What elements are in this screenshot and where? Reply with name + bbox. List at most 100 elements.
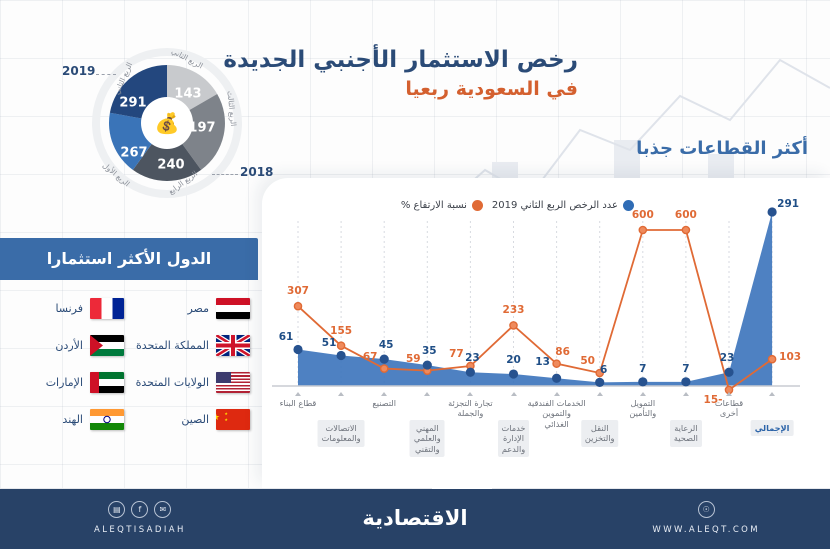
united-kingdom-flag [216,335,250,356]
footer-globe-wrap: ☉ [652,501,760,518]
x-axis-label: النقل والتخزين [580,420,619,447]
countries-row: المملكة المتحدة الأردن [6,335,252,356]
axis-tick [726,392,732,396]
country-united-states: الولايات المتحدة [134,372,250,393]
blue-value-label: 291 [777,198,800,210]
donut-value-1: 197 [188,120,216,136]
country-label: الصين [181,413,209,426]
countries-grid: مصر فرنسا [0,280,258,450]
countries-row: ★ ★ ★ الصين الهند [6,409,252,430]
country-united-kingdom: المملكة المتحدة [134,335,250,356]
legend-item-licenses: عدد الرخص الربع الثاني 2019 [492,200,634,211]
axis-tick [381,392,388,396]
legend-swatch-orange [471,200,483,211]
china-flag: ★ ★ ★ [216,409,250,430]
country-india: الهند [8,409,124,430]
money-stack-icon: 💰 [144,100,190,146]
twitter-icon[interactable]: ✉ [154,501,172,518]
x-axis-label: تجارة التجزئة والجملة [448,398,493,419]
donut-year-2019-leader [96,74,116,75]
country-label: الإمارات [45,376,83,389]
footer-divider [0,488,830,489]
orange-value-label: 600 [674,209,697,221]
donut-year-2019: 2019 [62,64,96,78]
blue-value-label: 45 [378,339,394,352]
chart-legend: عدد الرخص الربع الثاني 2019 نسبة الارتفا… [401,200,634,211]
orange-value-label: 67 [362,350,378,363]
orange-value-label: 233 [502,304,525,317]
footer-handle: ALEQTISADIAH [94,525,186,535]
country-label: الولايات المتحدة [135,376,209,389]
orange-value-label: 86 [555,345,570,358]
donut-value-2: 240 [157,157,185,173]
country-france: فرنسا [8,298,124,319]
blue-value-label: 6 [600,364,608,377]
legend-label: عدد الرخص الربع الثاني 2019 [491,200,618,211]
orange-value-label: 103 [779,351,802,364]
x-axis-label: الإجمالي [750,420,794,437]
blue-value-label: 35 [421,345,437,358]
country-china: ★ ★ ★ الصين [134,409,250,430]
uae-flag [90,372,124,393]
quarterly-donut-chart: 💰 143 197 240 267 291 الربع الثاني الربع… [92,46,242,198]
country-uae: الإمارات [8,372,124,393]
blue-value-label: 61 [278,330,294,343]
svg-text:★: ★ [224,411,228,416]
country-label: المملكة المتحدة [136,339,209,352]
country-egypt: مصر [134,298,250,319]
x-axis-label: قطاعات أخرى [714,398,744,419]
blue-value-label: 23 [719,352,735,365]
orange-value-label: 50 [580,355,595,367]
countries-row: مصر فرنسا [6,298,252,319]
india-flag [90,409,124,430]
donut-year-2018-leader [212,174,238,175]
x-axis-label: التمويل والتأمين [629,398,657,419]
countries-row: الولايات المتحدة الإمارات [6,372,252,393]
axis-tick [467,392,474,396]
orange-value-label: 15- [703,393,723,406]
orange-value-label: 307 [287,285,309,298]
blue-value-label: 23 [465,352,480,365]
footer-brand: الاقتصادية [362,506,468,530]
blue-value-label: 7 [639,362,647,375]
footer-social-block: ▤ f ✉ ALEQTISADIAH [94,501,186,535]
axis-tick [510,392,517,396]
footer-url[interactable]: WWW.ALEQT.COM [652,525,760,535]
orange-value-label: 600 [631,209,654,221]
blue-value-label: 7 [682,362,690,375]
svg-text:★: ★ [216,413,220,423]
axis-tick [553,392,560,396]
x-axis-label: قطاع البناء [279,398,317,408]
globe-icon[interactable]: ☉ [697,501,715,518]
svg-text:★: ★ [224,417,228,422]
orange-value-label: 155 [330,324,353,337]
country-label: فرنسا [55,302,83,315]
countries-heading: الدول الأكثر استثمارا [0,238,258,280]
x-axis-label: المهني والعلمي والتقني [409,420,445,457]
axis-tick [596,392,603,396]
instagram-icon[interactable]: ▤ [108,501,126,518]
donut-year-2018: 2018 [240,165,274,179]
x-axis-label: الاتصالات والمعلومات [317,420,365,447]
facebook-icon[interactable]: f [131,501,149,518]
country-jordan: الأردن [8,335,124,356]
axis-tick [424,392,431,396]
footer: ▤ f ✉ ALEQTISADIAH الاقتصادية ☉ WWW.ALEQ… [0,489,830,549]
footer-social-icons: ▤ f ✉ [94,501,186,518]
axis-tick [338,392,345,396]
axis-tick [769,392,776,396]
donut-value-4: 291 [119,95,147,111]
legend-item-growth: نسبة الارتفاع % [401,200,483,211]
blue-value-label: 13 [535,356,550,369]
title-line-1: رخص الاستثمار الأجنبي الجديدة [223,47,578,73]
country-label: الهند [62,413,83,426]
section-title: أكثر القطاعات جذبا [636,138,808,159]
top-investing-countries-panel: الدول الأكثر استثمارا مصر فرنسا [0,238,258,450]
france-flag [90,298,124,319]
united-states-flag [216,372,250,393]
x-axis-label: الخدمات الفندقية والتموين الغذائي [527,398,586,429]
blue-value-label: 20 [506,354,521,367]
country-label: الأردن [55,339,83,352]
footer-website-block: ☉ WWW.ALEQT.COM [652,501,760,535]
